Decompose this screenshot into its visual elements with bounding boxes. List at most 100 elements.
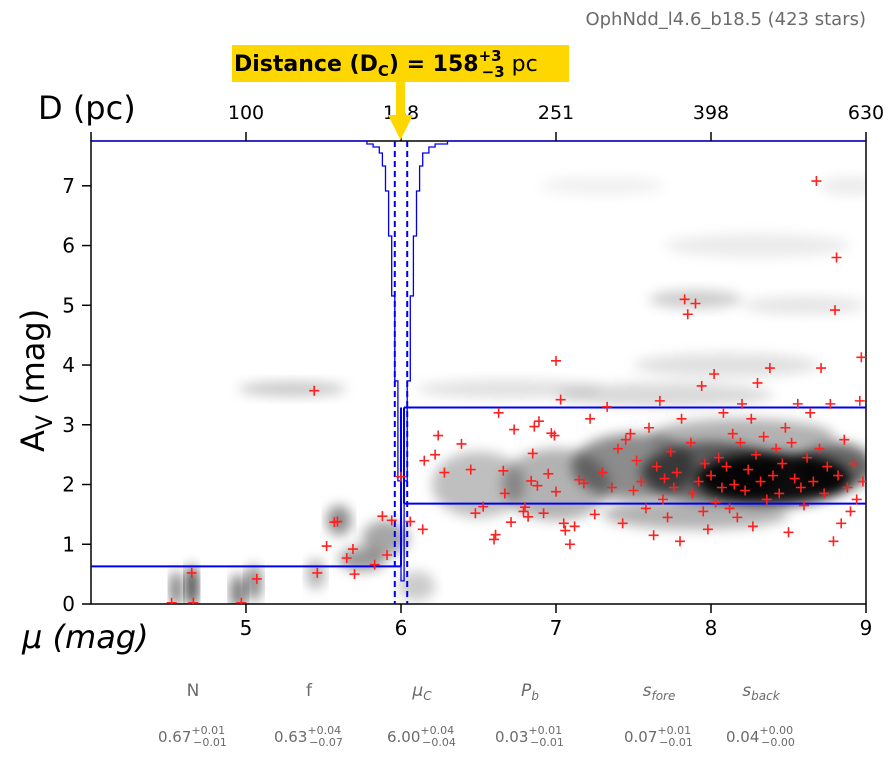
star-marker [668, 482, 679, 493]
star-marker [613, 443, 623, 454]
star-marker [768, 470, 778, 481]
star-marker [833, 470, 844, 481]
star-marker [786, 437, 797, 448]
star-marker [814, 443, 825, 454]
star-marker [602, 401, 613, 412]
star-marker [771, 443, 782, 454]
star-marker [555, 394, 566, 405]
star-marker [805, 407, 816, 418]
star-marker [750, 449, 761, 460]
star-marker [831, 252, 842, 263]
x-tick-label: 8 [705, 616, 718, 640]
x-tick-label: 6 [395, 616, 408, 640]
param-value: 0.67+0.01 −0.01 [158, 724, 227, 749]
star-marker [433, 430, 444, 441]
star-marker [538, 508, 549, 519]
density-blob [238, 381, 347, 397]
star-marker [761, 494, 772, 505]
param-value: 0.03+0.01 −0.01 [495, 724, 564, 749]
y-tick-label: 0 [62, 592, 75, 616]
top-axis-label: D (pc) [38, 89, 136, 127]
model-lines [91, 140, 866, 604]
star-marker [828, 536, 839, 547]
y-tick-label: 4 [62, 353, 75, 377]
star-marker [724, 503, 735, 514]
top-tick-label: 398 [693, 102, 729, 124]
star-marker [716, 482, 727, 493]
star-marker [740, 485, 751, 496]
star-marker [690, 298, 701, 309]
star-marker [625, 428, 636, 439]
star-marker [848, 458, 859, 469]
star-marker [430, 449, 441, 460]
star-marker [854, 395, 865, 406]
star-marker [560, 525, 571, 536]
y-tick-label: 6 [62, 234, 75, 258]
star-marker [693, 476, 704, 487]
star-marker [825, 398, 836, 409]
star-marker [727, 428, 738, 439]
density-blob [170, 571, 183, 604]
distance-callout: Distance (DC) = 158+3 −3 pc [232, 45, 569, 140]
star-marker [498, 465, 509, 476]
star-marker [526, 475, 537, 486]
star-markers [166, 176, 866, 604]
star-marker [687, 488, 698, 499]
param-label: sback [742, 681, 780, 703]
star-marker [659, 473, 670, 484]
star-marker [309, 385, 320, 396]
star-marker [166, 597, 177, 604]
parameter-table: N 0.67+0.01 −0.01 f 0.63+0.04 −0.07 μC 6.00+0.0… [158, 681, 795, 749]
star-marker [732, 512, 743, 523]
density-blob [602, 499, 789, 530]
y-axis: 0 1 2 3 4 5 6 7 [62, 174, 91, 616]
star-marker [636, 476, 647, 487]
param-value: 0.04+0.00 −0.00 [726, 724, 795, 749]
star-marker [551, 355, 561, 366]
star-marker [597, 467, 608, 478]
star-marker [808, 476, 819, 487]
star-marker [802, 452, 813, 463]
density-blob [501, 448, 611, 521]
star-marker [620, 434, 631, 445]
star-marker [842, 482, 853, 493]
star-marker [839, 434, 850, 445]
star-marker [777, 458, 788, 469]
star-marker [341, 552, 352, 563]
star-marker [347, 544, 358, 555]
density-blob [432, 451, 525, 518]
star-marker [713, 452, 724, 463]
star-marker [851, 494, 862, 505]
star-marker [819, 488, 830, 499]
param-label: N [187, 681, 200, 701]
star-marker [698, 506, 709, 517]
star-marker [349, 569, 360, 580]
x-tick-label: 5 [240, 616, 253, 640]
star-marker [321, 541, 332, 552]
star-marker [735, 437, 746, 448]
y-axis-label: AV (mag) [14, 309, 58, 452]
star-marker [654, 395, 665, 406]
star-marker [706, 470, 716, 481]
star-marker [675, 536, 685, 547]
density-blob [633, 353, 820, 377]
star-marker [856, 352, 866, 363]
star-marker [640, 503, 651, 514]
star-marker [478, 501, 489, 512]
top-tick-label: 630 [848, 102, 884, 124]
star-marker [396, 471, 406, 482]
star-marker [836, 518, 847, 529]
top-tick-label: 251 [538, 102, 574, 124]
star-marker [532, 480, 543, 491]
star-marker [752, 377, 763, 388]
star-marker [551, 486, 561, 497]
star-marker [332, 516, 343, 527]
star-marker [811, 176, 822, 187]
star-marker [729, 479, 740, 490]
star-marker [721, 461, 732, 472]
star-marker [685, 437, 696, 448]
star-marker [369, 559, 380, 570]
star-marker [671, 467, 682, 478]
density-blob [556, 382, 773, 407]
